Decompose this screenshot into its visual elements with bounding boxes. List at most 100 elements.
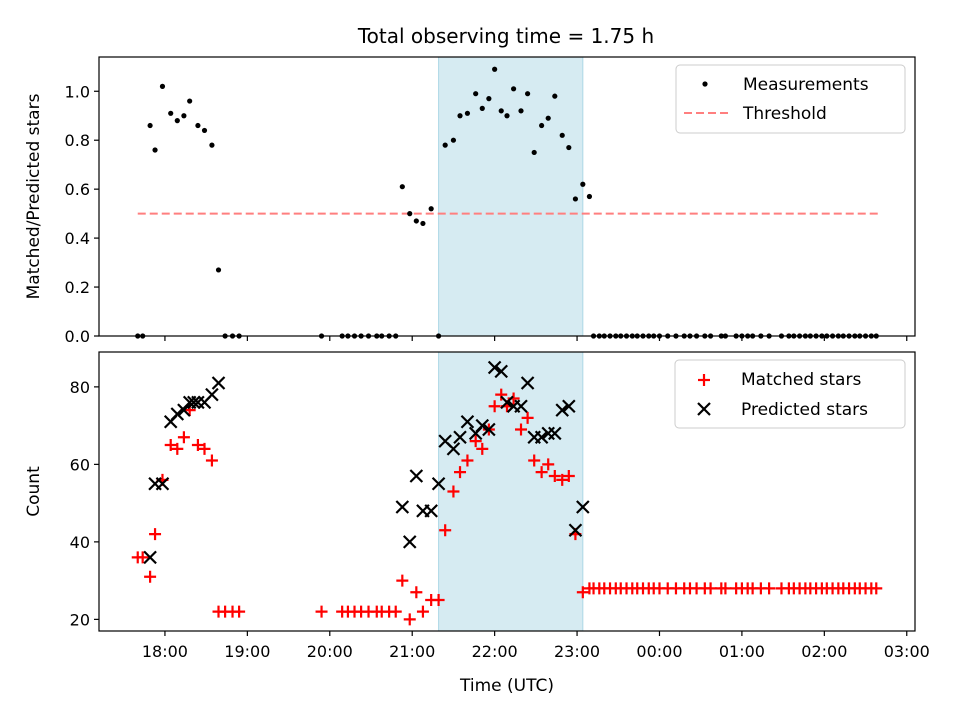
predicted-star-point [177,403,191,417]
matched-star-point [191,439,204,451]
measurement-point [442,142,448,148]
measurement-point [152,147,158,153]
matched-star-point [389,605,402,618]
measurement-point [552,93,558,99]
measurement-point [215,267,222,273]
measurement-point [473,91,479,97]
bottom-legend-box [674,359,906,429]
legend-matched-label: Matched stars [741,370,861,390]
predicted-star-point [453,430,467,445]
y-tick-label: 40 [70,533,90,552]
top-axes-frame [98,56,916,337]
matched-star-point [515,423,528,436]
x-tick-label: 01:00 [719,642,765,661]
legend-measurements-label: Measurements [743,75,869,95]
measurement-point [413,218,419,224]
matched-star-point [542,458,555,471]
measurement-point [504,113,510,119]
measurement-point [525,91,531,97]
matched-star-point [535,466,548,479]
legend-predicted-label: Predicted stars [741,400,868,420]
matched-star-point [447,485,460,498]
predicted-star-point [402,535,417,549]
measurement-point [450,137,457,143]
matched-star-point [476,442,489,455]
matched-star-point [469,435,482,448]
predicted-star-point [514,399,528,414]
matched-star-point [177,431,190,444]
bottom-y-axis-label: Count [24,466,44,517]
measurement-point [492,66,498,72]
predicted-star-point [500,395,514,410]
measurement-point [559,132,565,138]
bottom-legend: Matched stars Predicted stars [674,359,906,429]
measurement-point [407,211,413,217]
measurement-point [586,193,593,200]
predicted-star-point [534,430,549,445]
measurement-point [531,149,537,156]
matched-star-point [439,524,452,537]
measurement-point [181,113,187,119]
x-tick-label: 03:00 [884,642,930,661]
measurement-point [539,122,545,129]
predicted-star-point [395,500,410,514]
legend-matched-marker [698,374,710,386]
bottom-x-ticks: 18:00 19:00 20:00 21:00 22:00 23:00 00:00 01:00… [142,631,930,661]
measurement-point [566,144,572,151]
x-tick-label: 19:00 [224,642,270,661]
y-tick-label: 0.4 [65,229,90,248]
legend-predicted-marker [697,402,711,416]
measurement-point [498,108,504,114]
matched-star-point [233,605,246,618]
predicted-star-point [211,376,226,390]
matched-star-point [528,454,541,467]
measurement-point [572,196,579,202]
matched-star-point [562,470,575,482]
measurement-point [428,206,434,212]
predicted-star-point [562,399,576,414]
top-y-axis-label: Matched/Predicted stars [24,93,44,299]
matched-star-point [136,551,149,564]
matched-star-point [488,400,501,413]
y-tick-label: 0.0 [65,327,90,346]
predicted-star-point [548,426,562,441]
x-tick-label: 21:00 [389,642,435,661]
matched-star-point [205,454,218,467]
x-tick-label: 00:00 [636,642,682,661]
measurement-point [168,110,174,116]
predicted-star-point [424,504,438,518]
predicted-star-point [555,403,570,417]
matched-star-point [396,574,409,587]
bottom-axes-frame [98,351,916,632]
predicted-star-point [143,550,157,565]
matched-star-point [432,594,445,606]
predicted-star-point [205,387,219,402]
y-tick-label: 20 [70,610,90,629]
predicted-star-point [155,476,170,491]
y-tick-label: 1.0 [65,82,90,101]
matched-star-point [704,582,717,595]
matched-star-point [521,411,534,424]
legend-threshold-label: Threshold [742,104,827,124]
measurement-point [209,142,215,148]
measurement-point [159,83,166,89]
x-tick-label: 02:00 [801,642,847,661]
x-tick-label: 18:00 [142,642,188,661]
y-tick-label: 80 [70,378,90,397]
measurement-point [545,115,551,121]
predicted-star-point [446,442,461,456]
predicted-star-point [187,395,201,410]
measurement-point [457,113,463,119]
y-tick-label: 0.2 [65,278,90,297]
matched-star-point [416,605,429,618]
measurement-point [464,110,471,116]
measurement-point [580,181,586,187]
predicted-star-point [170,407,185,421]
measurement-point [147,122,153,129]
y-tick-label: 0.8 [65,131,90,150]
measurement-point [195,122,201,129]
predicted-star-point [576,500,590,514]
measurement-point [486,96,492,102]
predicted-star-point [487,360,502,375]
